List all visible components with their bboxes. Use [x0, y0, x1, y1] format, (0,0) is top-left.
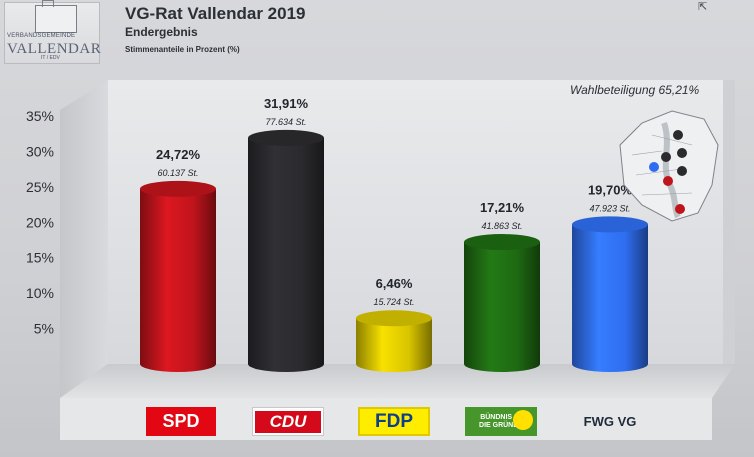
- y-tick-label: 35%: [26, 108, 54, 124]
- logo-small-text: VERBANDSGEMEINDE: [7, 33, 76, 39]
- legend-cdu: CDU: [252, 407, 324, 436]
- page-subtitle: Endergebnis: [125, 25, 198, 39]
- cdu-dot-icon: [677, 166, 687, 176]
- legend-gruene-line1: BÜNDNIS 90: [480, 413, 522, 421]
- legend-fwg: FWG VG: [570, 407, 650, 436]
- bar-body: [248, 137, 324, 372]
- chart-left-wall: [60, 80, 108, 398]
- chart-floor: [60, 364, 735, 398]
- y-tick-label: 30%: [26, 143, 54, 159]
- cdu-dot-icon: [661, 152, 671, 162]
- bar-top: [140, 180, 216, 197]
- bar-top: [248, 129, 324, 146]
- y-tick-label: 15%: [26, 250, 54, 266]
- legend-gruene-line2: DIE GRÜNEN: [479, 421, 523, 429]
- legend-gruene: BÜNDNIS 90 DIE GRÜNEN: [465, 407, 537, 436]
- turnout-label: Wahlbeteiligung 65,21%: [570, 83, 700, 97]
- spd-dot-icon: [663, 176, 673, 186]
- y-tick-label: 10%: [26, 285, 54, 301]
- page-title: VG-Rat Vallendar 2019: [125, 4, 306, 23]
- mouse-pointer-icon: ⇱: [698, 1, 708, 13]
- legend-fdp: FDP: [358, 407, 430, 436]
- votes-label: 41.863 St.: [481, 221, 522, 231]
- chart-right-wall: [723, 80, 735, 364]
- y-tick-label: 25%: [26, 179, 54, 195]
- bar-cdu: [248, 129, 324, 372]
- cdu-dot-icon: [677, 148, 687, 158]
- value-label: 24,72%: [156, 147, 201, 162]
- value-label: 31,91%: [264, 96, 309, 111]
- y-tick-label: 5%: [34, 321, 54, 337]
- logo-big-text: VALLENDAR: [7, 41, 102, 57]
- value-label: 6,46%: [376, 276, 413, 291]
- legend-spd-label: SPD: [162, 411, 200, 431]
- votes-label: 60.137 St.: [157, 168, 198, 178]
- value-label: 19,70%: [588, 182, 633, 197]
- bar-b-ndnis-die-gr-nen: [464, 234, 540, 372]
- legend-fwg-label: FWG VG: [583, 414, 637, 429]
- y-tick-label: 20%: [26, 214, 54, 230]
- sunflower-icon: [513, 410, 533, 430]
- votes-label: 47.923 St.: [589, 203, 630, 213]
- district-map: [619, 110, 719, 222]
- spd-dot-icon: [675, 204, 685, 214]
- votes-label: 15.724 St.: [373, 297, 414, 307]
- bar-body: [464, 242, 540, 372]
- bar-fwg-vg: [572, 216, 648, 372]
- logo-tiny-text: IT / EDV: [41, 55, 60, 61]
- legend-spd: SPD: [146, 407, 216, 436]
- bar-top: [356, 310, 432, 327]
- cdu-dot-icon: [673, 130, 683, 140]
- castle-icon: [35, 0, 77, 33]
- value-label: 17,21%: [480, 200, 525, 215]
- bar-spd: [140, 180, 216, 372]
- legend-fdp-label: FDP: [375, 410, 413, 432]
- fwg-dot-icon: [649, 162, 659, 172]
- vallendar-logo: VERBANDSGEMEINDE VALLENDAR IT / EDV: [4, 0, 102, 64]
- bar-top: [464, 234, 540, 251]
- bar-body: [356, 318, 432, 372]
- unit-label: Stimmenanteile in Prozent (%): [125, 45, 240, 54]
- bar-fdp: [356, 310, 432, 372]
- bar-body: [572, 224, 648, 372]
- legend-cdu-label: CDU: [255, 410, 321, 433]
- bar-top: [572, 216, 648, 233]
- votes-label: 77.634 St.: [265, 117, 306, 127]
- bar-body: [140, 188, 216, 372]
